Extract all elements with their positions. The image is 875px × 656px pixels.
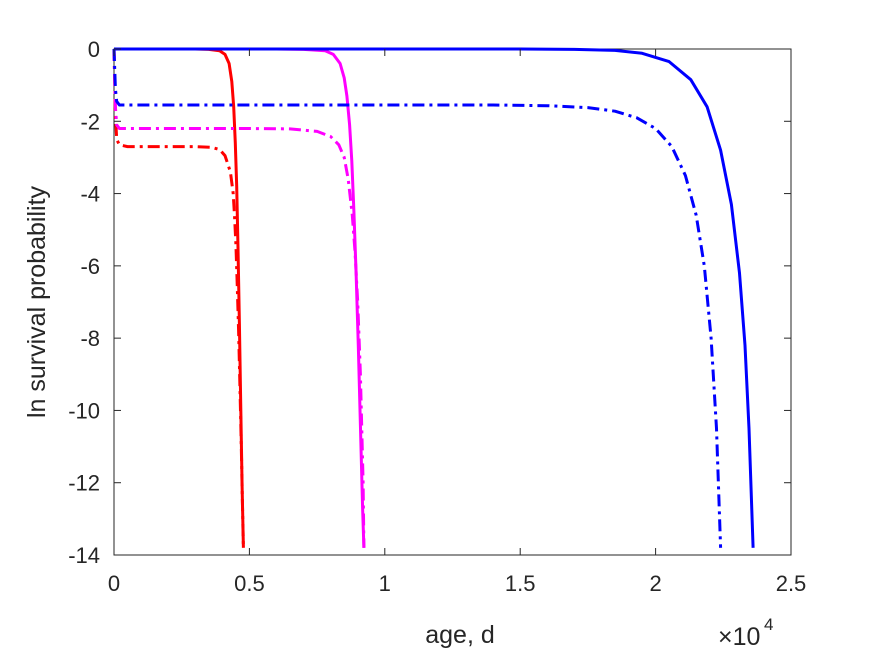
series-line-6 <box>112 48 723 548</box>
y-tick-label: -6 <box>80 254 100 279</box>
series-line-5 <box>114 47 755 548</box>
y-tick-label: -14 <box>68 543 100 568</box>
x-axis-multiplier-exponent: 4 <box>764 615 773 634</box>
x-axis-label: age, d <box>425 621 495 649</box>
x-tick-label: 0 <box>108 571 120 596</box>
series-line-4 <box>112 48 366 548</box>
plot-area <box>113 48 792 556</box>
x-tick-label: 2.5 <box>776 571 807 596</box>
y-tick-label: -8 <box>80 326 100 351</box>
y-tick-label: -10 <box>68 398 100 423</box>
y-tick-label: 0 <box>88 37 100 62</box>
x-axis-multiplier: ×10 <box>718 623 760 651</box>
series-line-2 <box>112 48 245 548</box>
y-axis-ticks: 0 -2 -4 -6 -8 -10 -12 -14 <box>68 37 791 568</box>
y-axis-label: ln survival probability <box>23 185 51 418</box>
x-tick-label: 2 <box>649 571 661 596</box>
y-tick-label: -4 <box>80 182 100 207</box>
y-tick-label: -2 <box>80 109 100 134</box>
series-lines <box>112 47 755 548</box>
y-tick-label: -12 <box>68 471 100 496</box>
x-tick-label: 0.5 <box>234 571 265 596</box>
x-tick-label: 1.5 <box>505 571 536 596</box>
x-tick-label: 1 <box>379 571 391 596</box>
x-axis-ticks: 0 0.5 1 1.5 2 2.5 <box>108 49 806 596</box>
